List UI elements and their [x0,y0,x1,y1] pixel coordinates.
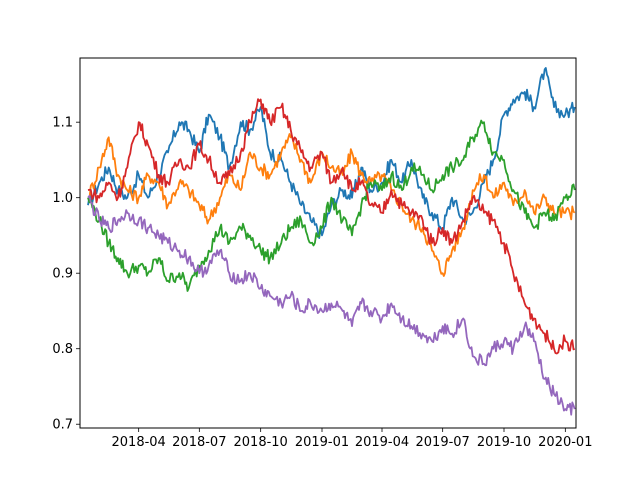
series-line-4 [87,98,576,355]
y-tick-label: 1.0 [52,191,73,206]
plot-lines [87,67,576,416]
series-line-3 [87,119,576,292]
x-tick-label: 2019-04 [355,435,409,450]
y-tick-label: 0.9 [52,267,73,282]
x-tick-label: 2018-10 [234,435,288,450]
x-tick-label: 2019-07 [416,435,470,450]
x-tick-label: 2018-07 [172,435,226,450]
y-tick-label: 0.8 [52,342,73,357]
x-tick-label: 2019-01 [295,435,349,450]
x-tick-label: 2018-04 [112,435,166,450]
plot-frame [79,57,577,429]
y-tick-label: 1.1 [52,116,73,131]
x-axis: 2018-04 2018-07 2018-10 2019-01 2019-04 2019-… [112,428,592,450]
series-line-1 [87,67,576,240]
series-line-2 [87,133,576,277]
y-axis: 0.7 0.8 0.9 1.0 1.1 [52,116,80,433]
y-tick-label: 0.7 [52,418,73,433]
x-tick-label: 2019-10 [477,435,531,450]
x-tick-label: 2020-01 [538,435,592,450]
series-line-5 [87,195,576,416]
